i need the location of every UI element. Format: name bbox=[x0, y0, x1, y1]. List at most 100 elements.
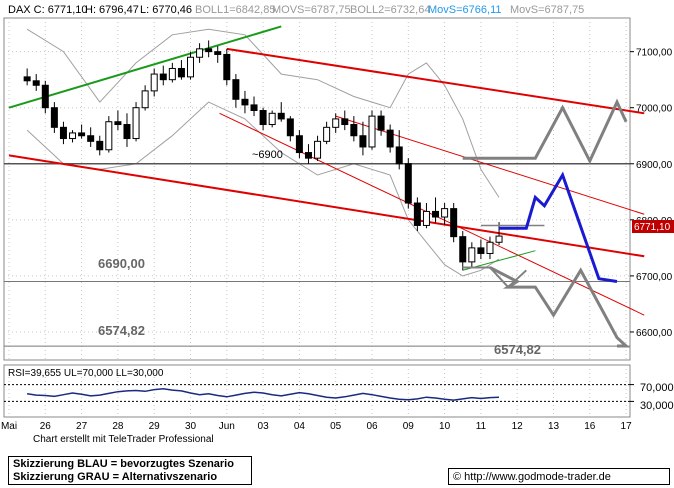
x-tick-label-14: 12 bbox=[512, 421, 524, 432]
x-tick-label-6: Jun bbox=[219, 421, 235, 432]
header-movs-blue: MovS=6766,11 bbox=[428, 4, 502, 16]
current-price-tag-bg bbox=[632, 220, 674, 233]
header-movs2: MovS=6787,75 bbox=[510, 4, 584, 16]
x-tick-label-7: 03 bbox=[258, 421, 270, 432]
legend-grey: Skizzierung GRAU = Alternativszenario bbox=[13, 471, 218, 483]
candle-body-16 bbox=[168, 67, 176, 81]
candle-body-5 bbox=[69, 132, 77, 140]
current-price-tag: 6771,10 bbox=[634, 222, 671, 233]
candle-body-24 bbox=[241, 98, 249, 106]
trend-red-lower-channel bbox=[8, 154, 645, 258]
bollinger-bands bbox=[26, 28, 500, 277]
header-high: H: 6796,47 bbox=[85, 4, 139, 16]
candlesticks bbox=[23, 40, 503, 271]
candle-body-17 bbox=[177, 67, 185, 78]
candle-body-11 bbox=[123, 124, 131, 140]
candle-body-48 bbox=[459, 236, 467, 263]
candle-body-42 bbox=[404, 163, 412, 204]
rsi-tick-70: 70,000 bbox=[640, 382, 674, 394]
candle-body-7 bbox=[87, 135, 95, 142]
candle-body-15 bbox=[159, 73, 167, 81]
candle-body-39 bbox=[377, 115, 385, 131]
header-movs1: MOVS=6787,75 bbox=[272, 4, 351, 16]
trend-green-uptrend bbox=[8, 25, 282, 109]
candle-body-1 bbox=[32, 80, 40, 86]
candle-body-44 bbox=[422, 210, 430, 226]
candle-body-49 bbox=[468, 247, 476, 263]
header-symbol: DAX C: 6771,10 bbox=[8, 4, 88, 16]
x-tick-label-2: 27 bbox=[76, 421, 88, 432]
header-low: L: 6770,46 bbox=[140, 4, 192, 16]
candle-body-31 bbox=[304, 152, 312, 159]
candle-body-23 bbox=[232, 79, 240, 100]
scenario-grey-small bbox=[462, 266, 527, 289]
y-tick-label-4: 6700,00 bbox=[636, 272, 673, 283]
y-tick-label-2: 6900,00 bbox=[636, 160, 673, 171]
candle-body-8 bbox=[96, 140, 104, 151]
date-axis: Mai 26 27 28 29 30 Jun 03 04 05 06 09 10 11 12 13 16 17 bbox=[1, 421, 632, 432]
candle-body-19 bbox=[196, 48, 204, 58]
candle-body-40 bbox=[386, 129, 394, 148]
x-tick-label-15: 13 bbox=[548, 421, 560, 432]
header-boll1: BOLL1=6842,85 bbox=[195, 4, 275, 16]
label-6690: 6690,00 bbox=[98, 256, 145, 271]
x-tick-label-13: 11 bbox=[476, 421, 487, 432]
candle-body-33 bbox=[323, 126, 331, 142]
candle-body-6 bbox=[78, 132, 86, 137]
candle-body-20 bbox=[205, 48, 213, 53]
rsi-line bbox=[26, 388, 500, 401]
candle-body-22 bbox=[223, 53, 231, 81]
candle-body-9 bbox=[105, 121, 113, 151]
candle-body-52 bbox=[495, 235, 503, 243]
candle-body-38 bbox=[368, 115, 376, 148]
candle-body-26 bbox=[259, 110, 267, 126]
rsi-panel bbox=[3, 364, 631, 418]
x-tick-label-3: 28 bbox=[112, 421, 124, 432]
x-tick-label-17: 17 bbox=[621, 421, 633, 432]
copyright-link[interactable]: © http://www.godmode-trader.de bbox=[448, 468, 670, 485]
candle-body-51 bbox=[486, 241, 494, 254]
vertical-grid bbox=[8, 18, 627, 417]
candle-body-4 bbox=[59, 126, 67, 140]
candle-body-35 bbox=[341, 118, 349, 126]
candle-body-36 bbox=[350, 124, 358, 137]
scenario-sketches bbox=[462, 98, 630, 348]
candle-body-0 bbox=[23, 76, 31, 82]
rsi-header: RSI=39,655 UL=70,000 LL=30,000 bbox=[8, 368, 164, 379]
header-boll2: BOLL2=6732,64 bbox=[350, 4, 430, 16]
bollinger-upper bbox=[26, 28, 500, 198]
candle-body-50 bbox=[477, 247, 485, 254]
price-panel bbox=[3, 17, 631, 361]
rsi-tick-30: 30,000 bbox=[640, 400, 674, 412]
label-6574-left: 6574,82 bbox=[98, 323, 145, 338]
scenario-legend: Skizzierung BLAU = bevorzugtes Szenario … bbox=[8, 456, 252, 485]
x-tick-label-11: 09 bbox=[403, 421, 415, 432]
y-tick-label-0: 7100,00 bbox=[636, 48, 673, 59]
candle-body-45 bbox=[432, 210, 440, 218]
candle-body-43 bbox=[413, 202, 421, 226]
rsi-indicator bbox=[4, 384, 634, 402]
candle-body-30 bbox=[295, 135, 303, 154]
candle-body-27 bbox=[268, 112, 276, 126]
candle-body-28 bbox=[277, 112, 285, 120]
candle-body-25 bbox=[250, 104, 258, 112]
candle-body-37 bbox=[359, 135, 367, 148]
y-tick-label-5: 6600,00 bbox=[636, 328, 673, 339]
x-tick-label-4: 29 bbox=[149, 421, 161, 432]
scenario-grey-down bbox=[489, 266, 630, 348]
x-tick-label-10: 06 bbox=[366, 421, 378, 432]
x-tick-label-5: 30 bbox=[185, 421, 197, 432]
candle-body-12 bbox=[132, 107, 140, 140]
x-tick-label-1: 26 bbox=[40, 421, 52, 432]
trend-red-upper-channel bbox=[226, 47, 645, 115]
candle-body-2 bbox=[41, 84, 49, 109]
legend-blue: Skizzierung BLAU = bevorzugtes Szenario bbox=[13, 458, 234, 470]
candle-body-18 bbox=[187, 56, 194, 78]
scenario-grey-up bbox=[462, 98, 628, 165]
candle-body-21 bbox=[214, 51, 222, 55]
x-tick-label-0: Mai bbox=[1, 421, 17, 432]
x-tick-label-16: 16 bbox=[584, 421, 596, 432]
horizontal-levels bbox=[4, 163, 630, 347]
x-tick-label-9: 05 bbox=[330, 421, 342, 432]
